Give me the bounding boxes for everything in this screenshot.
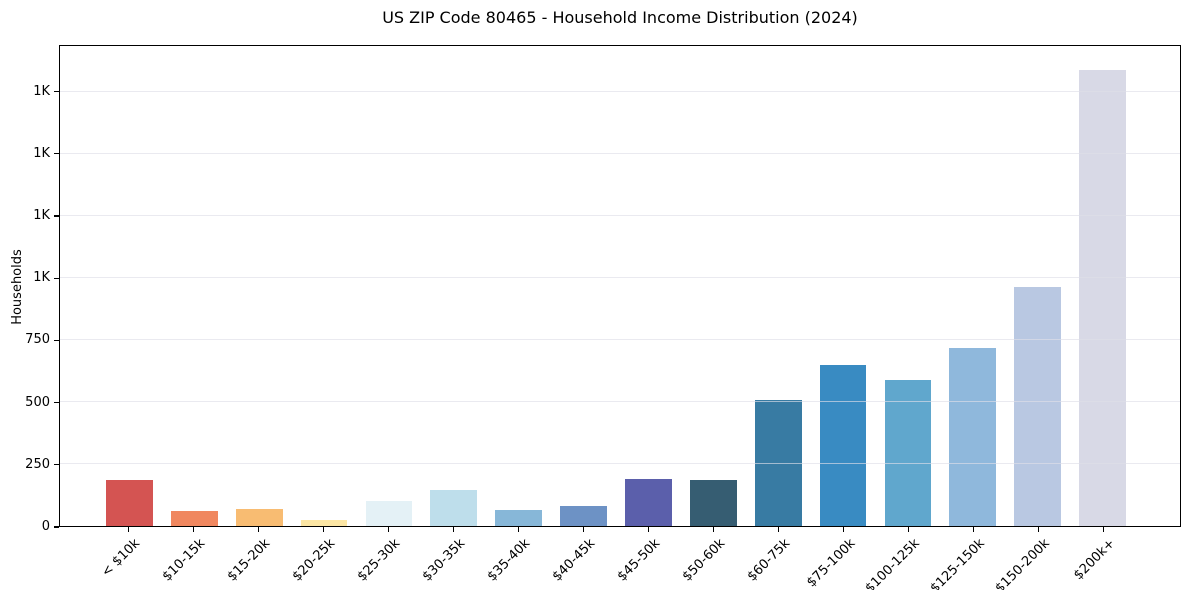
bar-$125-150k [949, 347, 997, 526]
y-tick-mark [54, 526, 59, 528]
x-tick-mark [1102, 527, 1105, 532]
plot-area [59, 45, 1181, 527]
bar-$50-60k [689, 480, 737, 526]
bars-layer [60, 46, 1180, 526]
bar-slot [227, 46, 292, 526]
bar-$25-30k [365, 501, 413, 526]
x-tick-label: < $10k [99, 536, 144, 581]
y-axis-label: Households [10, 249, 25, 325]
bar-slot [940, 46, 1005, 526]
x-tick-mark [1037, 527, 1040, 532]
y-tick-label: 1K [33, 270, 50, 286]
bar-slot [1070, 46, 1135, 526]
bar-slot [97, 46, 162, 526]
bar-$60-75k [754, 399, 802, 526]
x-tick-mark [517, 527, 520, 532]
bar-$100-125k [884, 379, 932, 526]
y-tick-label: 0 [41, 519, 50, 534]
x-tick-label: $150-200k [992, 536, 1054, 590]
bar-$40-45k [560, 506, 607, 526]
bar-slot [357, 46, 422, 526]
bar-slot [421, 46, 486, 526]
y-tick-mark [54, 339, 59, 341]
bar-$35-40k [495, 509, 543, 526]
x-tick-mark [452, 527, 455, 532]
x-tick-label: $20-25k [289, 536, 339, 585]
x-tick-mark [192, 527, 195, 532]
x-tick-label: $75-100k [803, 536, 859, 590]
y-tick-label: 250 [25, 456, 50, 472]
y-tick-label: 500 [25, 394, 50, 410]
x-tick-label: $50-60k [679, 536, 729, 585]
y-tick-label: 1K [33, 145, 50, 161]
x-tick-mark [127, 527, 130, 532]
x-tick-mark [842, 527, 845, 532]
bar-slot [292, 46, 357, 526]
bar-$20-25k [300, 519, 348, 526]
bar-slot [811, 46, 876, 526]
x-tick-mark [322, 527, 325, 532]
y-tick-mark [54, 215, 59, 217]
x-tick-label: $25-30k [354, 536, 404, 585]
y-tick-label: 1K [33, 207, 50, 223]
y-tick-mark [54, 153, 59, 155]
bar-$15-20k [235, 508, 283, 526]
y-tick-label: 750 [25, 332, 50, 348]
bar-< $10k [106, 480, 153, 526]
x-tick-label: $200k+ [1071, 536, 1119, 584]
bar-$45-50k [625, 478, 672, 526]
x-tick-label: $100-125k [862, 536, 924, 590]
chart-title: US ZIP Code 80465 - Household Income Dis… [382, 8, 858, 27]
x-tick-mark [257, 527, 260, 532]
x-tick-label: $125-150k [927, 536, 989, 590]
bar-slot [162, 46, 227, 526]
x-tick-mark [647, 527, 650, 532]
x-tick-label: $40-45k [549, 536, 599, 585]
x-tick-label: $60-75k [744, 536, 794, 585]
x-tick-label: $45-50k [614, 536, 664, 585]
bar-slot [616, 46, 681, 526]
bar-$150-200k [1014, 286, 1062, 526]
x-tick-label: $30-35k [419, 536, 469, 585]
x-tick-mark [972, 527, 975, 532]
bar-slot [876, 46, 941, 526]
y-tick-mark [54, 277, 59, 279]
y-tick-mark [54, 90, 59, 93]
x-tick-label: $35-40k [484, 536, 534, 585]
y-tick-mark [54, 464, 59, 466]
x-tick-mark [907, 527, 910, 532]
bar-$10-15k [170, 511, 218, 526]
bar-slot [486, 46, 551, 526]
y-tick-mark [54, 401, 59, 404]
x-tick-mark [582, 527, 585, 532]
x-tick-label: $10-15k [159, 536, 209, 585]
x-tick-mark [777, 527, 780, 532]
bar-$30-35k [430, 490, 478, 526]
bar-slot [746, 46, 811, 526]
y-tick-label: 1K [33, 83, 50, 99]
bar-slot [551, 46, 616, 526]
x-tick-mark [387, 527, 390, 532]
x-tick-label: $15-20k [224, 536, 274, 585]
bar-$75-100k [819, 364, 867, 526]
bar-slot [681, 46, 746, 526]
x-tick-mark [712, 527, 715, 532]
bar-slot [1005, 46, 1070, 526]
bar-$200k+ [1079, 70, 1126, 526]
